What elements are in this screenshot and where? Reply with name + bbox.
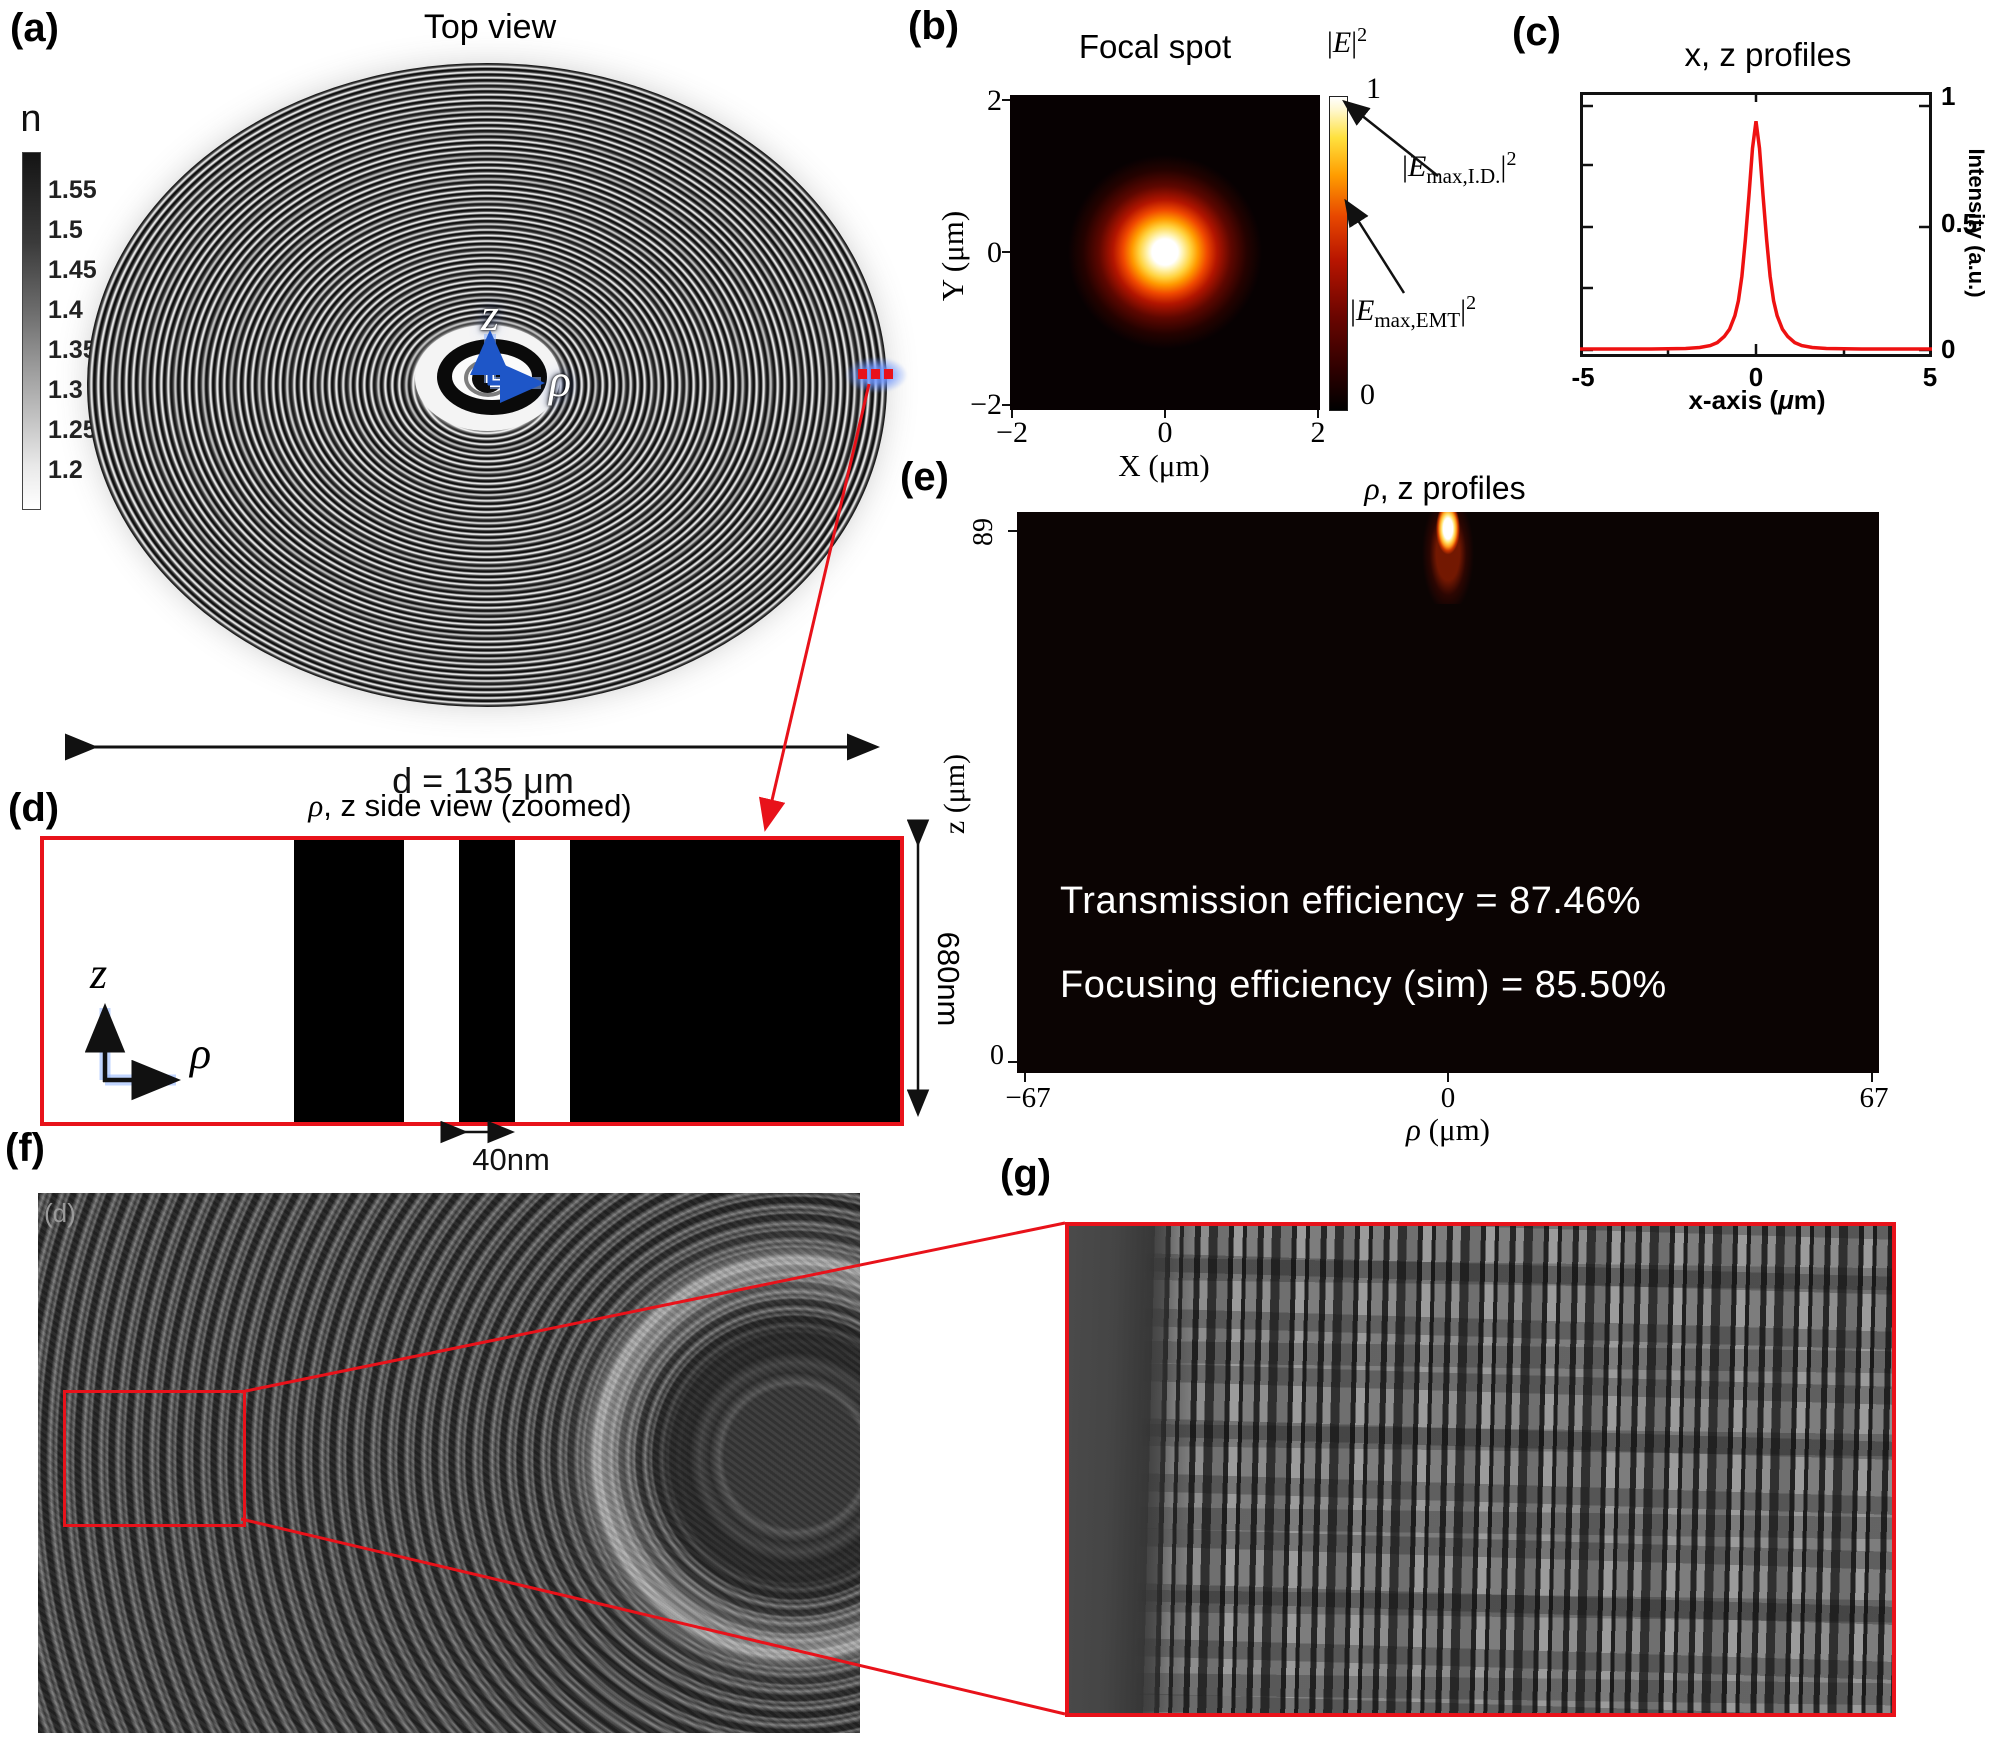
c-ytick-1: 1 — [1941, 81, 1956, 111]
E-symbol: E — [1332, 26, 1352, 59]
rho-axis-label-lens: ρ — [548, 355, 572, 406]
panel-a-label: (a) — [10, 6, 59, 50]
squared: 2 — [1506, 148, 1517, 170]
lens-diameter-label: d = 135 μm — [392, 760, 574, 801]
e-xtick-67: 67 — [1859, 1082, 1889, 1114]
b-ytick-neg2: −2 — [970, 388, 1002, 421]
rho-symbol: ρ — [308, 788, 324, 823]
mu-symbol: μ — [1778, 385, 1794, 415]
c-ytick-0: 0 — [1941, 334, 1956, 364]
colorbar-tick: 1.2 — [48, 456, 83, 484]
e-ytick-89: 89 — [968, 518, 999, 546]
colorbar-tick: 1.5 — [48, 216, 83, 244]
b-xtick-0: 0 — [1157, 416, 1173, 449]
c-xtick-5: 5 — [1922, 362, 1938, 392]
colorbar-tick: 1.45 — [48, 256, 97, 284]
focal-spot — [1065, 152, 1265, 352]
squared: 2 — [1466, 292, 1477, 314]
d-height-label: 680nm — [931, 931, 966, 1027]
arrow-to-colorbar-EMT — [1344, 198, 1406, 294]
edge-marker-square — [858, 369, 867, 379]
c-xtick-neg5: -5 — [1571, 362, 1595, 392]
side-view-zoomed — [40, 836, 904, 1126]
colorbar-tick: 1.55 — [48, 176, 97, 204]
b-colorbar-label: |E|2 — [1310, 24, 1384, 60]
title-text: , z side view (zoomed) — [323, 788, 632, 823]
annotation-E-max-EMT: |Emax,EMT|2 — [1350, 292, 1476, 333]
c-ylabel: Intensity (a.u.) — [1964, 148, 1989, 298]
xlabel-text: m) — [1793, 385, 1826, 415]
panel-d-title: ρ, z side view (zoomed) — [170, 788, 770, 824]
sem-image-zoomed — [1065, 1222, 1896, 1717]
b-ytick-0: 0 — [987, 236, 1002, 269]
bar: | — [1326, 26, 1333, 59]
annotation-E-max-ID: |Emax,I.D.|2 — [1402, 148, 1516, 189]
edge-marker-square — [871, 369, 880, 379]
b-ylabel: Y (μm) — [935, 210, 970, 302]
panel-e-title: ρ, z profiles — [1245, 470, 1645, 507]
panel-b-title: Focal spot — [1078, 28, 1232, 65]
b-ytick-2: 2 — [987, 84, 1002, 117]
c-xtick-0: 0 — [1748, 362, 1764, 392]
refractive-index-colorbar — [22, 152, 41, 510]
panel-g-label: (g) — [1000, 1152, 1052, 1196]
focal-region-hotspot — [1420, 512, 1476, 604]
rho-z-profile-heatmap — [1017, 512, 1879, 1073]
colorbar-n-label: n — [20, 98, 42, 140]
b-xtick-2: 2 — [1310, 416, 1326, 449]
subscript-max-EMT: max,EMT — [1374, 308, 1461, 332]
sem-watermark: (d) — [44, 1198, 76, 1228]
e-ytick-0: 0 — [990, 1040, 1004, 1071]
squared: 2 — [1357, 24, 1368, 46]
bar: | — [1351, 26, 1358, 59]
edge-marker-square — [884, 369, 893, 379]
intensity-colorbar — [1329, 96, 1348, 411]
panel-e-label: (e) — [900, 455, 949, 499]
bar: | — [1500, 150, 1507, 183]
xlabel-text: x-axis ( — [1688, 385, 1779, 415]
subscript-max-ID: max,I.D. — [1426, 164, 1501, 188]
transmission-efficiency-text: Transmission efficiency = 87.46% — [1060, 880, 1641, 922]
bar: | — [1350, 294, 1357, 327]
b-cbar-tick-0: 0 — [1360, 378, 1375, 411]
b-xtick-neg2: −2 — [996, 416, 1028, 449]
e-xlabel: ρ (μm) — [1348, 1112, 1548, 1148]
c-ytick-05: 0.5 — [1941, 208, 1978, 238]
panel-a-title: Top view — [423, 8, 557, 46]
rho-symbol: ρ — [1364, 470, 1380, 506]
d-width-label: 40nm — [472, 1142, 550, 1177]
e-ylabel: z (μm) — [938, 753, 971, 835]
d-z-axis-label: z — [90, 949, 108, 998]
xlabel-text: (μm) — [1420, 1112, 1491, 1147]
panel-b-label: (b) — [908, 4, 960, 48]
b-xlabel: X (μm) — [1118, 448, 1210, 483]
e-xtick-neg67: −67 — [1005, 1082, 1051, 1114]
panel-d-label: (d) — [8, 786, 60, 830]
e-xtick-0: 0 — [1440, 1082, 1456, 1114]
d-rho-axis-label: ρ — [190, 1029, 212, 1078]
profile-plot-box — [1580, 92, 1932, 357]
E-symbol: E — [1356, 294, 1375, 327]
b-cbar-tick-1: 1 — [1366, 72, 1381, 105]
colorbar-tick: 1.3 — [48, 376, 83, 404]
panel-c-title: x, z profiles — [1684, 36, 1852, 73]
focusing-efficiency-text: Focusing efficiency (sim) = 85.50% — [1060, 964, 1667, 1006]
panel-f-label: (f) — [5, 1126, 45, 1170]
bar: | — [1460, 294, 1467, 327]
sem-nanostructure-stripes — [1069, 1226, 1892, 1713]
z-axis-label-lens: z — [481, 289, 499, 340]
rho-symbol: ρ — [1405, 1112, 1421, 1147]
title-text: , z profiles — [1379, 470, 1526, 506]
sem-roi-rectangle — [63, 1390, 246, 1527]
E-symbol: E — [1408, 150, 1427, 183]
lens-center-core — [472, 364, 503, 393]
colorbar-tick: 1.4 — [48, 296, 83, 324]
panel-c-label: (c) — [1512, 10, 1561, 54]
c-xlabel: x-axis (μm) — [1607, 385, 1907, 416]
